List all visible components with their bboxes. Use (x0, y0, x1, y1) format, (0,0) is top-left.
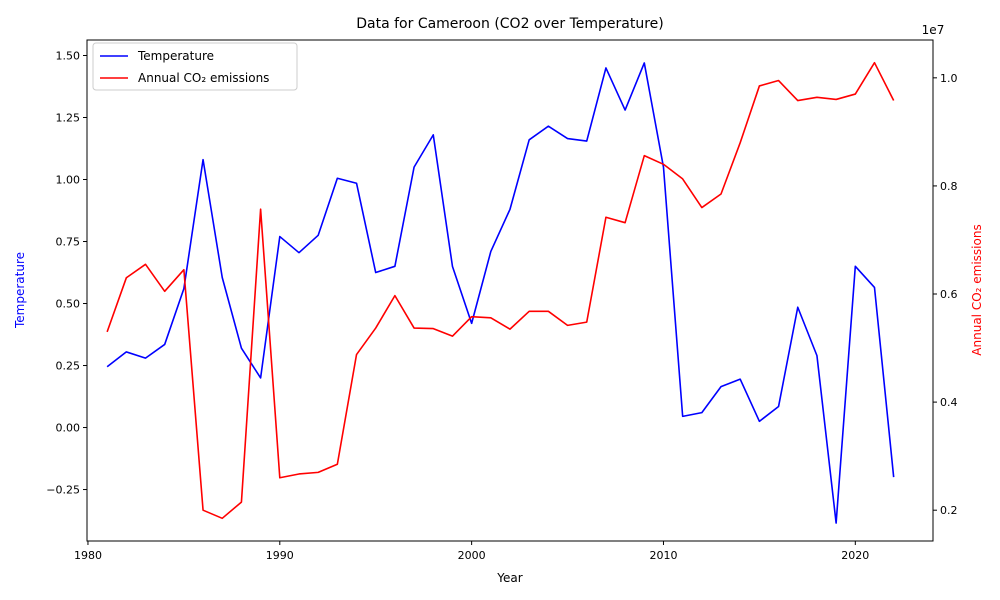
axes-layer (86, 39, 934, 542)
right-y-tick-label: 0.2 (940, 504, 958, 517)
ticks-layer: 1980 1990 2000 2010 2020 −0.25 0.00 0.25 0.50 0.7… (46, 50, 957, 562)
x-tick-label: 2000 (458, 549, 486, 562)
plot-frame (86, 39, 934, 542)
right-axis-offset-label: 1e7 (922, 23, 945, 37)
left-y-tick-label: 0.75 (56, 236, 81, 249)
series-layer (106, 61, 895, 524)
right-axis-label: Annual CO₂ emissions (970, 224, 984, 355)
right-y-tick-label: 0.6 (940, 288, 958, 301)
x-tick-label: 2010 (649, 549, 677, 562)
x-tick-label: 1990 (266, 549, 294, 562)
chart-title: Data for Cameroon (CO2 over Temperature) (356, 16, 664, 32)
right-y-tick-label: 1.0 (940, 72, 958, 85)
series-line-co2 (106, 61, 895, 520)
x-tick-label: 2020 (841, 549, 869, 562)
left-y-tick-label: 1.50 (56, 50, 81, 63)
legend: Temperature Annual CO₂ emissions (92, 42, 298, 91)
series-line-temperature (106, 62, 895, 524)
x-tick-label: 1980 (74, 549, 102, 562)
left-y-tick-label: 0.00 (56, 422, 81, 435)
legend-box (92, 42, 298, 91)
left-y-tick-label: 0.50 (56, 298, 81, 311)
legend-label: Temperature (137, 49, 214, 63)
legend-label: Annual CO₂ emissions (138, 71, 269, 85)
left-y-tick-label: −0.25 (46, 484, 80, 497)
right-y-tick-label: 0.8 (940, 180, 958, 193)
left-axis-label: Temperature (13, 252, 27, 329)
left-y-tick-label: 1.00 (56, 174, 81, 187)
left-y-tick-label: 1.25 (56, 112, 81, 125)
left-y-tick-label: 0.25 (56, 360, 81, 373)
right-y-tick-label: 0.4 (940, 396, 958, 409)
x-axis-label: Year (496, 571, 522, 585)
